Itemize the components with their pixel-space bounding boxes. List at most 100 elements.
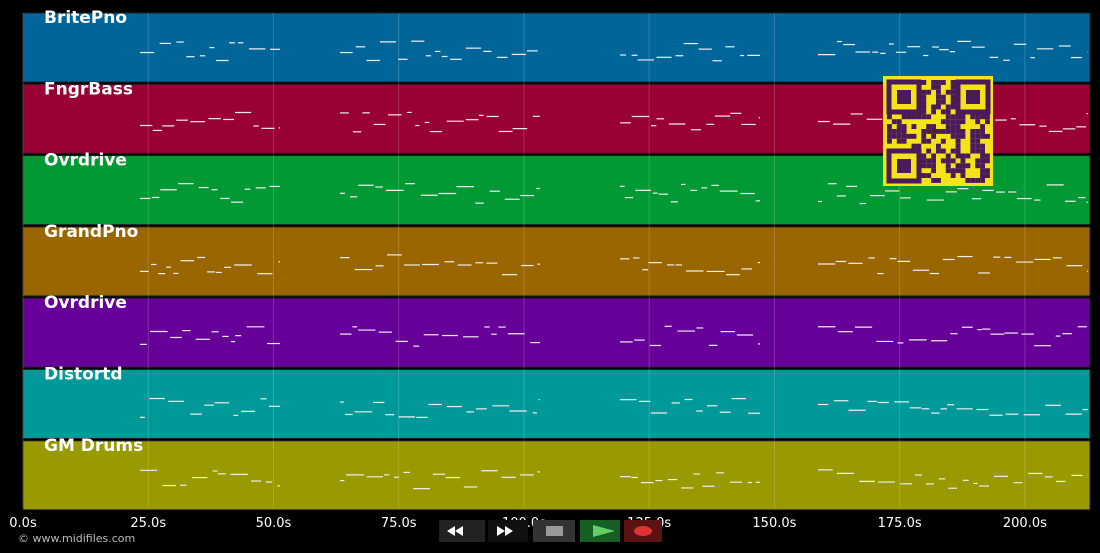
qr-cell [975,119,981,125]
qr-cell [901,124,907,129]
qr-cell [975,138,981,144]
track-name: GM Drums [44,436,143,456]
qr-cell [950,173,956,178]
qr-cell [945,114,951,120]
track-name: FngrBass [44,79,133,99]
qr-cell [931,178,936,183]
qr-cell [926,138,932,144]
qr-cell [926,124,932,129]
x-tick-label: 175.0s [878,516,922,531]
qr-cell [911,124,917,129]
qr-cell [985,133,990,139]
qr-cell [945,153,951,159]
qr-cell [936,129,941,134]
qr-cell [980,163,985,169]
qr-finder-core [897,159,911,173]
qr-cell [887,133,892,139]
x-tick-label: 150.0s [752,516,796,531]
x-tick-label: 200.0s [1003,516,1047,531]
qr-cell [921,114,927,120]
qr-cell [887,138,892,144]
track-lane [22,12,1091,83]
track-lane [22,369,1091,439]
qr-cell [926,148,932,154]
qr-cell [931,133,936,139]
qr-cell [887,124,892,129]
qr-cell [960,163,966,169]
qr-cell [975,129,981,134]
qr-cell [926,114,932,120]
qr-cell [926,129,932,134]
qr-cell [887,114,892,120]
qr-cell [931,158,936,164]
qr-cell [955,133,961,139]
rewind-icon [447,526,463,536]
qr-cell [970,148,976,154]
qr-cell [980,133,985,139]
qr-cell [896,133,902,139]
track-name: Ovrdrive [44,293,127,313]
qr-cell [921,109,927,115]
qr-cell [950,124,956,129]
qr-cell [945,163,951,169]
qr-cell [970,178,976,183]
qr-cell [936,94,941,100]
play-icon [593,525,615,537]
qr-cell [950,168,956,174]
track-name: BritePno [44,8,127,28]
qr-cell [901,138,907,144]
qr-cell [980,153,985,159]
qr-cell [921,133,927,139]
qr-cell [931,104,936,110]
qr-cell [975,178,981,183]
qr-cell [940,80,946,85]
stop-icon [546,526,563,536]
qr-cell [940,158,946,164]
grid [22,13,1026,508]
qr-cell [936,99,941,105]
qr-cell [975,143,981,149]
qr-cell [931,84,936,90]
qr-cell [921,80,927,85]
x-tick-label: 25.0s [130,516,166,531]
qr-finder-core [897,90,911,104]
qr-cell [931,153,936,159]
qr-cell [901,133,907,139]
qr-cell [955,163,961,169]
qr-cell [911,133,917,139]
track-name: Distortd [44,365,123,385]
qr-cell [960,158,966,164]
qr-cell [950,99,956,105]
qr-cell [985,173,990,178]
qr-cell [955,119,961,125]
track-name: GrandPno [44,222,138,242]
qr-cell [931,129,936,134]
qr-cell [936,104,941,110]
qr-cell [985,153,990,159]
qr-cell [945,124,951,129]
qr-cell [950,94,956,100]
qr-cell [906,133,912,139]
qr-cell [921,94,927,100]
qr-cell [936,148,941,154]
qr-cell [945,168,951,174]
qr-cell [985,168,990,174]
qr-finder [886,79,922,115]
qr-cell [940,109,946,115]
qr-cell [945,109,951,115]
qr-cell [980,143,985,149]
qr-cell [926,158,932,164]
qr-cell [980,129,985,134]
qr-cell [975,114,981,120]
qr-cell [955,114,961,120]
qr-cell [936,89,941,95]
qr-cell [950,148,956,154]
qr-cell [945,119,951,125]
track-lane [22,226,1091,297]
qr-cell [970,114,976,120]
labels: BritePno FngrBass Ovrdrive GrandPno Ovrdrive… [9,8,1047,531]
qr-cell [931,168,936,174]
qr-cell [921,138,927,144]
qr-cell [975,158,981,164]
